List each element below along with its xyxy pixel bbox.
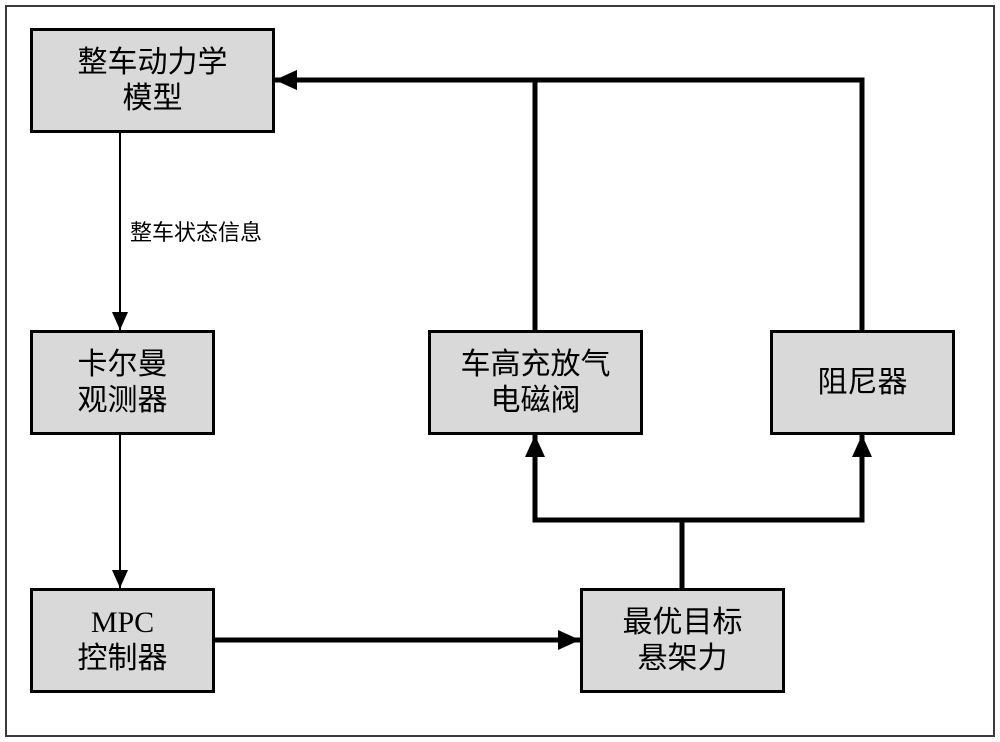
node-label: 阻尼器 [818,365,908,401]
node-label: 卡尔曼 观测器 [78,347,168,419]
node-label: 整车动力学 模型 [78,45,228,117]
node-kalman-observer: 卡尔曼 观测器 [30,330,215,435]
edge-label-state-info: 整车状态信息 [130,215,262,247]
diagram-canvas: 整车动力学 模型 卡尔曼 观测器 MPC 控制器 车高充放气 电磁阀 阻尼器 最… [0,0,1000,742]
node-mpc-controller: MPC 控制器 [30,588,215,693]
node-height-valve: 车高充放气 电磁阀 [428,330,643,435]
node-dynamics-model: 整车动力学 模型 [30,28,275,133]
edge-label-text: 整车状态信息 [130,220,262,245]
node-damper: 阻尼器 [770,330,955,435]
node-label: MPC 控制器 [78,605,168,677]
node-optimal-force: 最优目标 悬架力 [580,588,785,693]
node-label: 车高充放气 电磁阀 [461,347,611,419]
node-label: 最优目标 悬架力 [623,605,743,677]
